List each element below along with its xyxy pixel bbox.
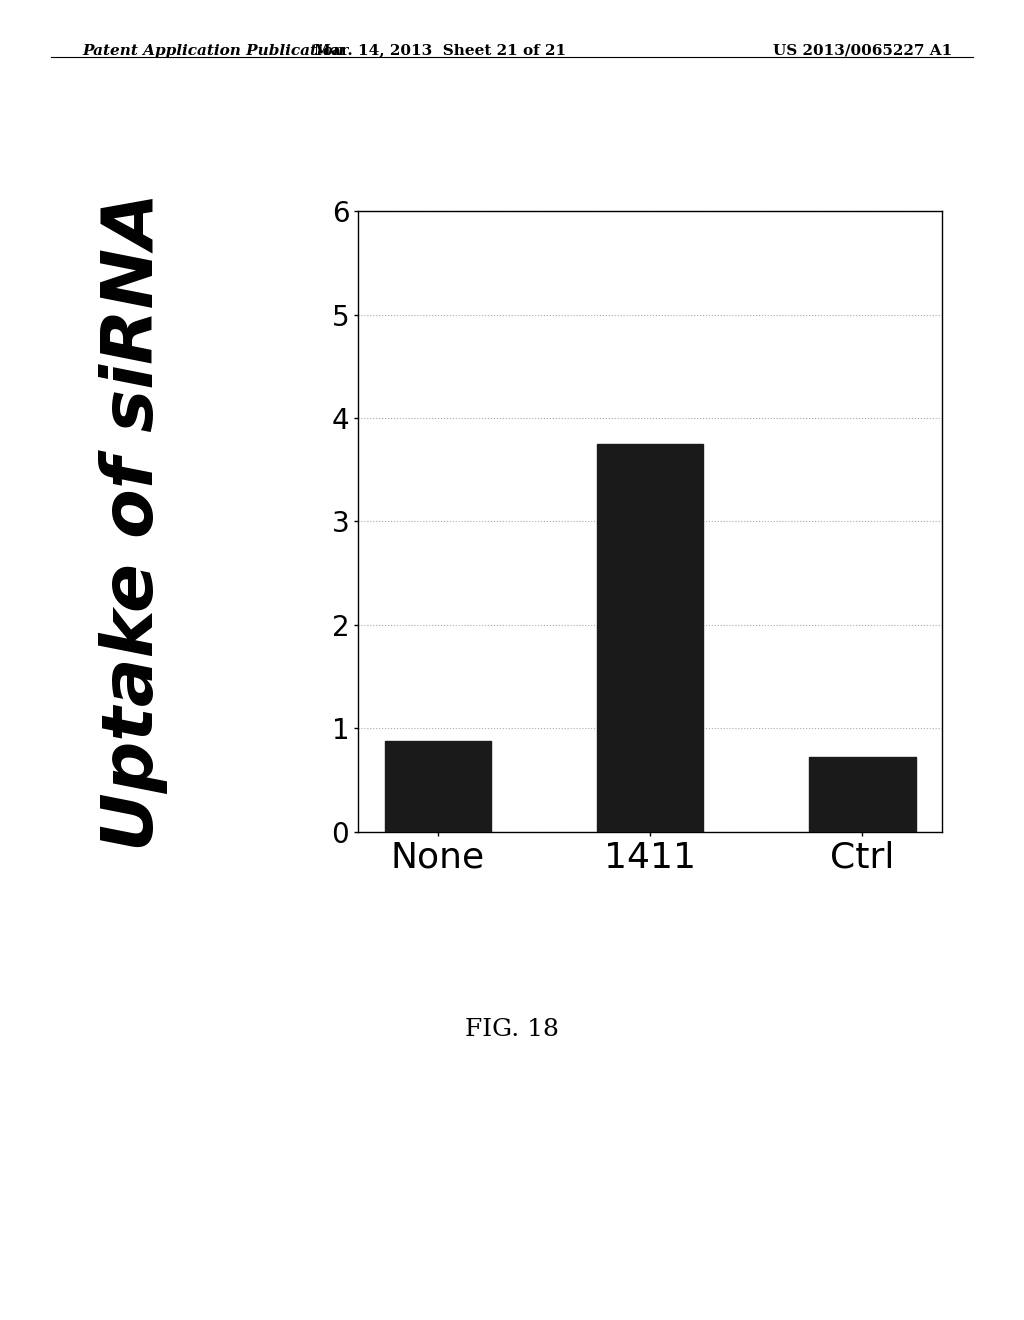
Text: Patent Application Publication: Patent Application Publication	[82, 44, 344, 58]
Text: FIG. 18: FIG. 18	[465, 1018, 559, 1041]
Text: Uptake of siRNA: Uptake of siRNA	[98, 191, 168, 851]
Text: US 2013/0065227 A1: US 2013/0065227 A1	[773, 44, 952, 58]
Bar	[597, 444, 703, 832]
Text: Mar. 14, 2013  Sheet 21 of 21: Mar. 14, 2013 Sheet 21 of 21	[314, 44, 566, 58]
Bar	[809, 758, 915, 832]
Bar	[385, 741, 492, 832]
